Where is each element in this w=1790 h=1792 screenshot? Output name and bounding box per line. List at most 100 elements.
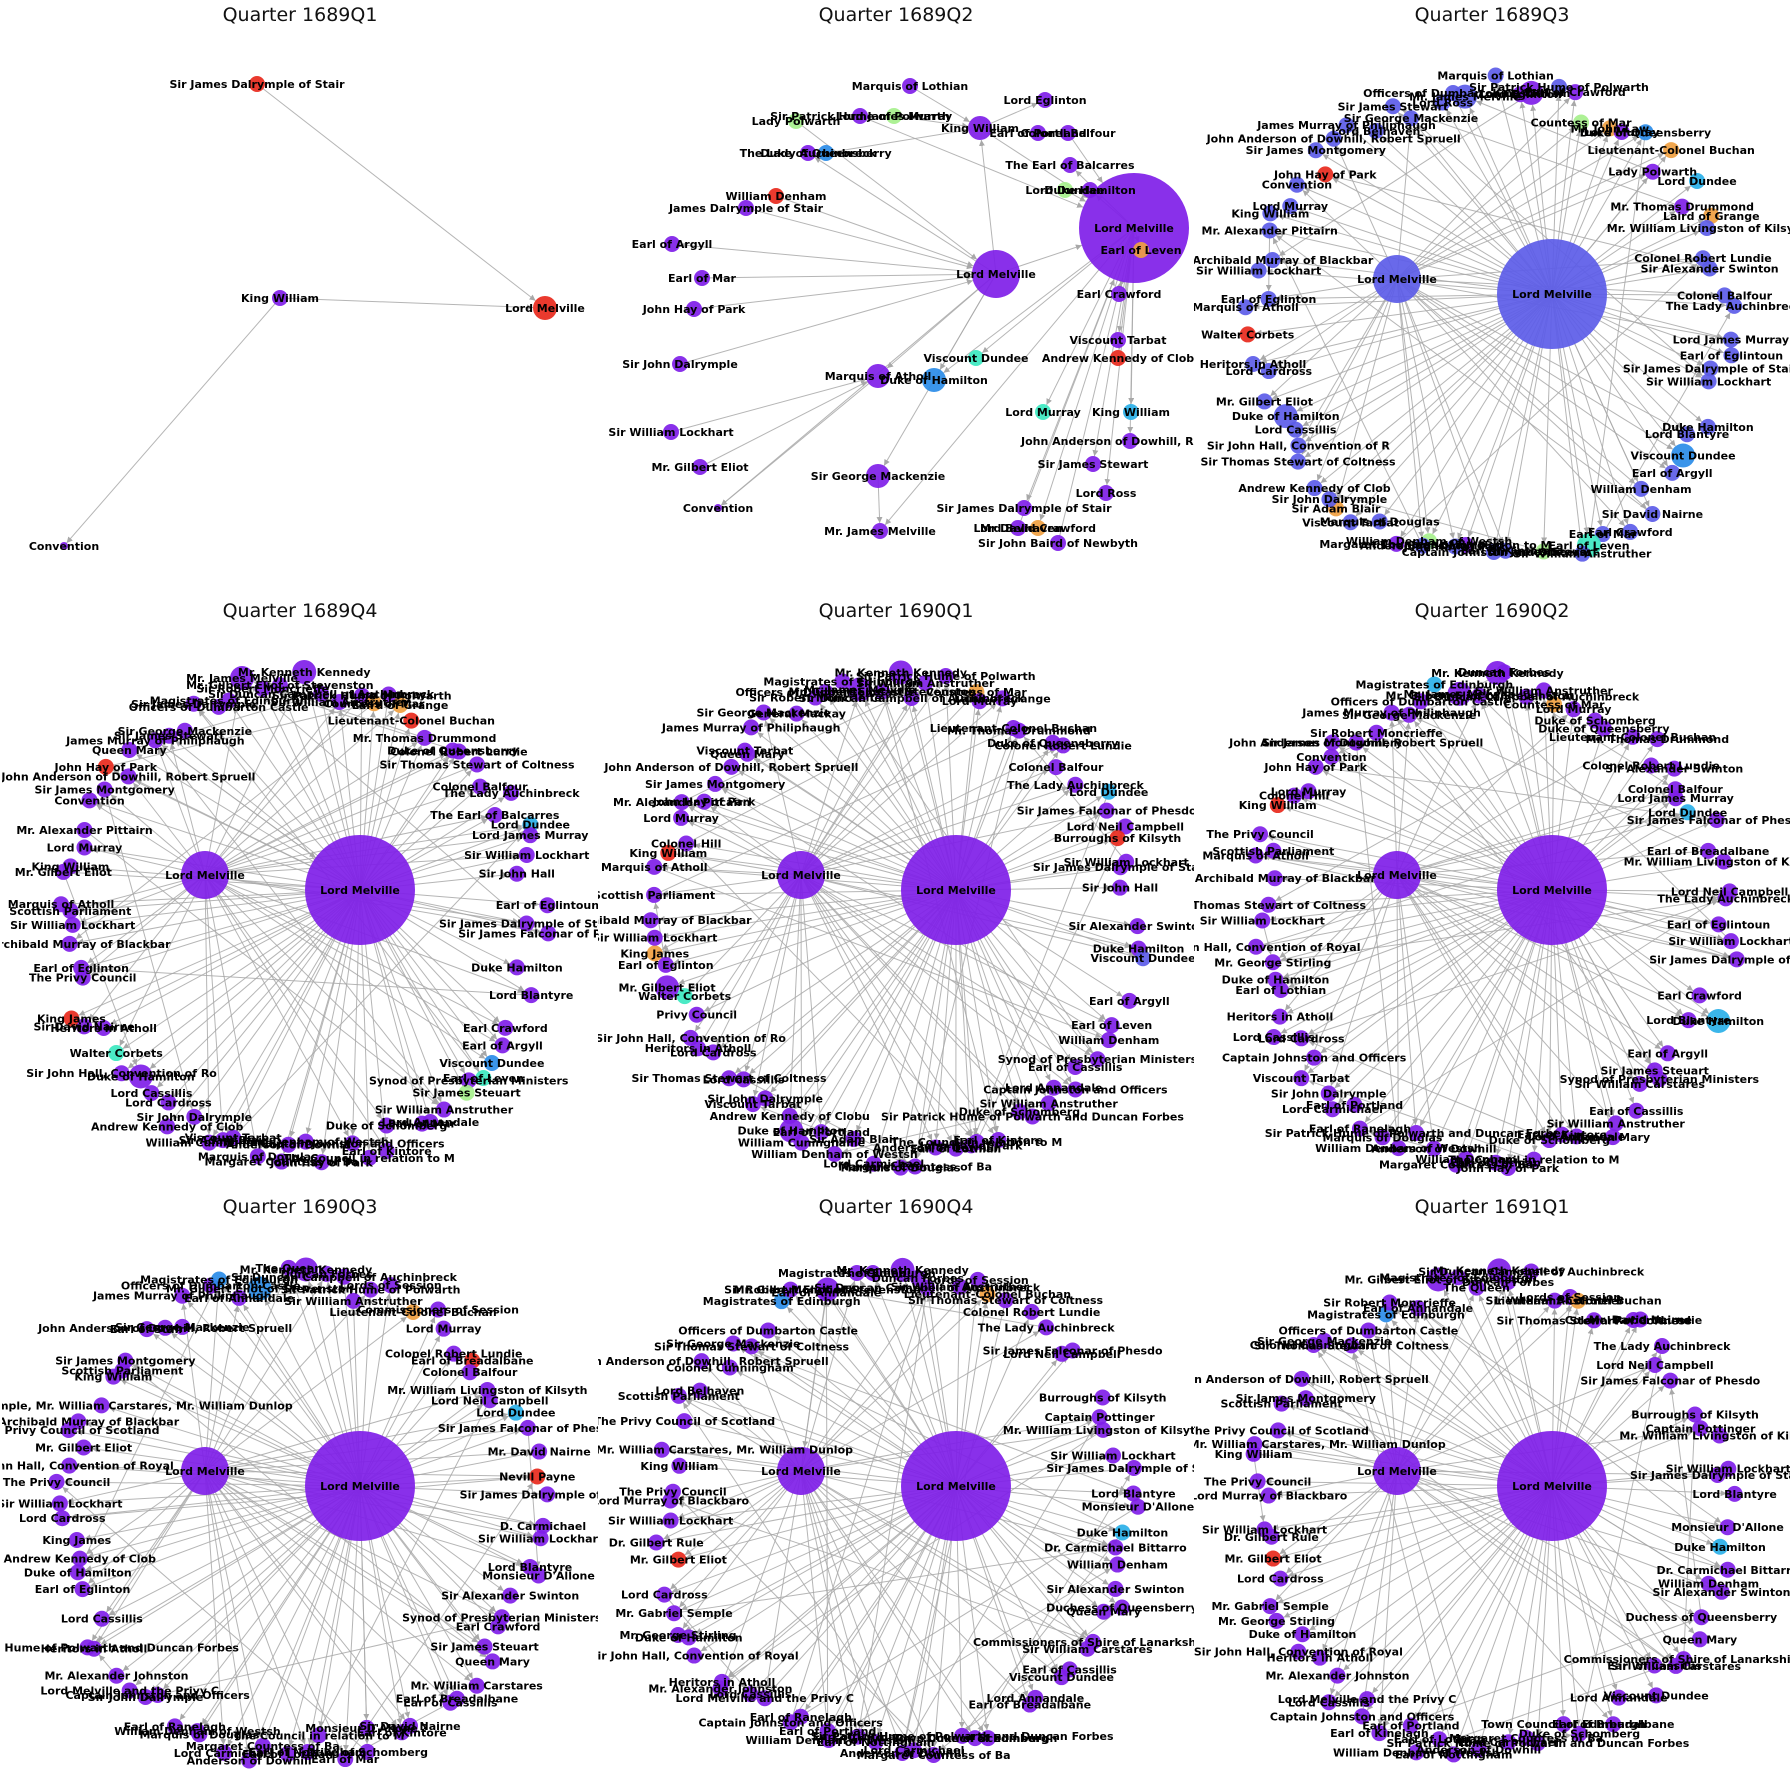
node-label: Duke of Queensberry	[1580, 126, 1711, 139]
node-label: William Cuninghame	[738, 1137, 865, 1150]
node-label: Duke of Schomberg	[326, 1119, 447, 1132]
node-label: Duke of Hamilton	[1222, 974, 1330, 987]
node-label: Earl of Eglinton	[618, 959, 714, 972]
node-label: Mr. William Carstares	[411, 1680, 544, 1693]
node-label: Earl of Argyll	[462, 1039, 543, 1052]
node-label: Sir John Hall	[1082, 882, 1158, 895]
node-label: Lady Polwarth	[752, 115, 841, 128]
node-label: King William	[241, 292, 319, 305]
node-label: Earl of Eglinton	[35, 1583, 131, 1596]
node-label: Margaret Countess of Ba	[1379, 1159, 1533, 1172]
node-label: Marquis of Lothian	[852, 80, 969, 93]
node-label: Earl of Eglintoun	[1680, 349, 1783, 362]
node-label: Earl of Cassillis	[1607, 1659, 1702, 1672]
node-label: Mr. Gilbert Eliot of Stevenston	[186, 679, 373, 692]
node-label: Sir James Dalrymple of Stair	[1033, 861, 1194, 874]
node-label: Lord James Murray	[836, 110, 952, 123]
node-label: Sir William Lockhart	[2, 1497, 122, 1510]
node-label: Heritors in Atholl	[1200, 358, 1307, 371]
node-label: Lord Murray	[643, 812, 719, 825]
node-label: Queen Mary	[1066, 1606, 1141, 1619]
node-label: Duchess of Queensberry	[1626, 1611, 1778, 1624]
node-label: Sir Thomas Stewart of Coltness	[631, 1072, 827, 1085]
node-label: Lord Cardross	[621, 1589, 708, 1602]
node-label: Sir John Hall, Convention of Royal	[598, 1650, 799, 1663]
node-label: Earl of Argyll	[1627, 1047, 1708, 1060]
edge	[1302, 1379, 1670, 1661]
node-label: Sir John Hall, Convention of Ro	[26, 1067, 217, 1080]
node-label: The Privy Council of Scotland	[598, 1415, 775, 1428]
node-label: Mr. Alexander Johnston	[1265, 1670, 1409, 1683]
node-label: Burroughs of Kilsyth	[1054, 832, 1182, 845]
node-label: Sir William Anstruther	[375, 1104, 514, 1117]
node-label: Mr. Gilbert Eliot of Stevenston	[734, 1284, 921, 1297]
node-label: The Lady Auchinbreck	[740, 147, 878, 160]
node-label: Mr. Gabriel Semple	[615, 1607, 732, 1620]
nodes	[60, 76, 557, 550]
node-label: Mr. Thomas Drummond	[1586, 733, 1730, 746]
node-label: Duke of Hamilton	[737, 1125, 845, 1138]
node-label: Mr. Gilbert Eliot	[619, 981, 716, 994]
edge	[815, 157, 996, 274]
node-label: Queen Mary	[1663, 1633, 1738, 1646]
node-label: Captain Johnston and Officers	[1222, 1052, 1407, 1065]
node-label: The Privy Council	[3, 1476, 110, 1489]
node-label: Sir Thomas Stewart of Coltness	[654, 1340, 850, 1353]
edge	[680, 245, 996, 274]
node-label: Sir William Lockhart	[478, 1532, 598, 1545]
node-label: Mr. William Livingston of Kilsyth	[1624, 856, 1790, 869]
node-label: The Privy Council of Scotland	[1194, 1424, 1369, 1437]
node-label: William Denham	[1058, 1034, 1159, 1047]
node-label: Viscount Tarbat	[1302, 516, 1399, 529]
node-label: Lord Melville	[1512, 288, 1592, 301]
panel-title: Quarter 1689Q3	[1194, 4, 1790, 26]
node-label: Marquis of Douglas	[198, 1150, 318, 1163]
node-label: Andrew Kennedy of Clobu	[710, 1110, 870, 1123]
node-label: Sir Thomas Stewart of Coltness	[379, 758, 575, 771]
node-label: Sir John Dalrymple	[622, 358, 738, 371]
node-label: Andrew Kennedy of Clob	[1042, 352, 1194, 365]
node-label: Sir William Carstares	[1574, 1078, 1705, 1091]
node-label: Lord Dundee	[476, 1407, 555, 1420]
node-label: Sir John Baird of Newbyth	[978, 537, 1138, 550]
node-label: Burroughs of Kilsyth	[1039, 1391, 1167, 1404]
node-label: John Hay of Park	[652, 796, 756, 809]
node-label: Earl of Mar	[668, 272, 737, 285]
node-label: Earl of Cassillis	[403, 1697, 498, 1710]
node-label: Lord Annandale	[1570, 1692, 1668, 1705]
node-label: Mr. William Livingston of Kilsyth	[1607, 222, 1790, 235]
node-label: Sir James Steuart	[412, 1087, 520, 1100]
node-label: Lieutenant-Colonel Buchan	[1494, 1295, 1661, 1308]
node-label: Lord Cassillis	[1255, 424, 1337, 437]
panel-title: Quarter 1691Q1	[1194, 1196, 1790, 1218]
node-label: Sir William Lockhart	[10, 919, 135, 932]
node-label: Lord Ross	[1076, 487, 1137, 500]
edges	[67, 84, 536, 543]
edge	[721, 376, 878, 505]
node-label: Heritors in Atholl	[669, 1676, 776, 1689]
node-label: Lord Melville	[916, 884, 996, 897]
node-label: Earl of Leven	[1100, 244, 1181, 257]
node-label: Lords of Session	[927, 1274, 1029, 1287]
node-label: Mr. George Stirling	[1218, 1615, 1335, 1628]
node-label: Captain Johnston and Officers	[698, 1716, 883, 1729]
node-label: Earl of Ranelagh	[124, 1720, 226, 1733]
node-label: Mr. James Melville	[824, 525, 936, 538]
node-label: Lord Melville	[320, 884, 400, 897]
node-label: Sir William Lockhart	[1646, 375, 1771, 388]
node-label: Sir Thomas Stewart of Coltness	[1254, 1339, 1450, 1352]
node-label: The Privy Council	[619, 1486, 726, 1499]
node-label: Lord Melville	[1512, 1480, 1592, 1493]
node-label: King William	[640, 1460, 718, 1473]
node-label: Dr. Gilbert Rule	[609, 1536, 704, 1549]
